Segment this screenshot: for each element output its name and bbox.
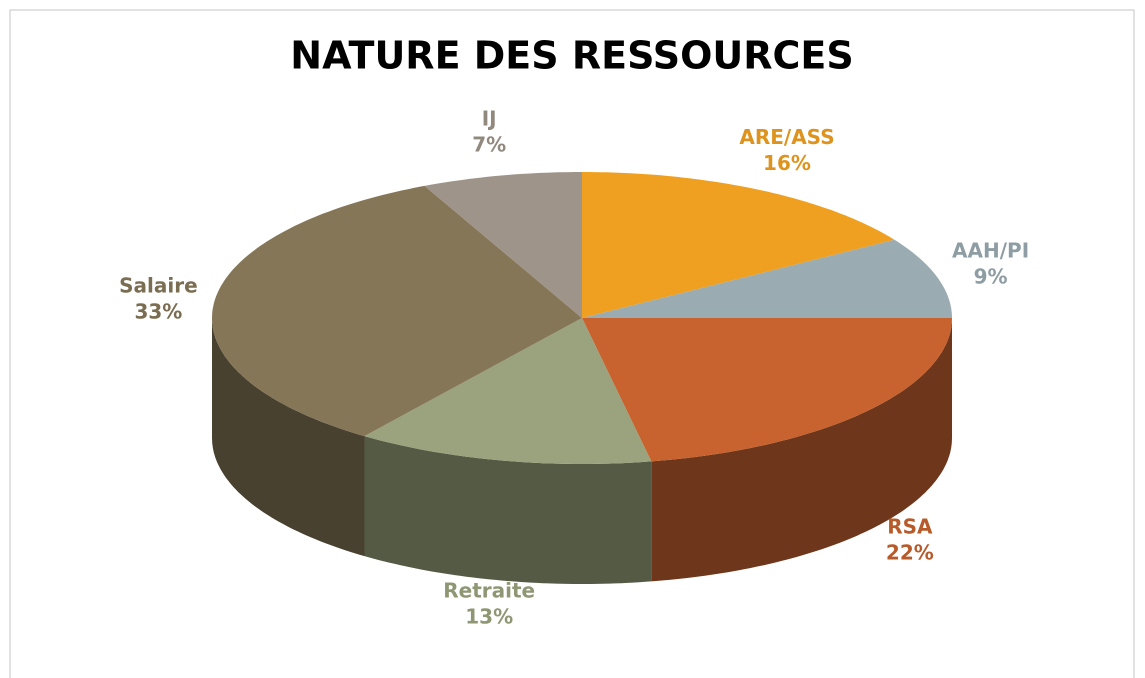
slice-label: AAH/PI	[952, 239, 1029, 263]
slice-value-label: 22%	[886, 540, 934, 564]
slice-value-label: 13%	[465, 605, 513, 629]
pie-slice	[582, 318, 952, 462]
slice-value-label: 16%	[763, 151, 811, 175]
slice-value-label: 33%	[134, 300, 182, 324]
pie-side	[212, 318, 365, 557]
pie-slice	[582, 172, 895, 318]
pie-slice	[364, 318, 652, 464]
pie-sides	[212, 318, 952, 584]
pie-slice	[424, 172, 582, 318]
slice-value-label: 9%	[974, 265, 1008, 289]
slice-value-label: 7%	[472, 132, 506, 156]
pie-slice	[212, 185, 582, 437]
slice-label: Salaire	[119, 274, 198, 298]
chart-title: NATURE DES RESSOURCES	[290, 34, 853, 78]
pie-side	[651, 318, 952, 582]
slice-label: RSA	[887, 514, 933, 538]
slice-label: Retraite	[443, 579, 535, 603]
pie-side	[364, 436, 652, 584]
slice-label: ARE/ASS	[739, 125, 834, 149]
pie-tops	[212, 172, 952, 464]
slice-label: IJ	[482, 106, 497, 130]
pie-slice	[582, 239, 952, 318]
